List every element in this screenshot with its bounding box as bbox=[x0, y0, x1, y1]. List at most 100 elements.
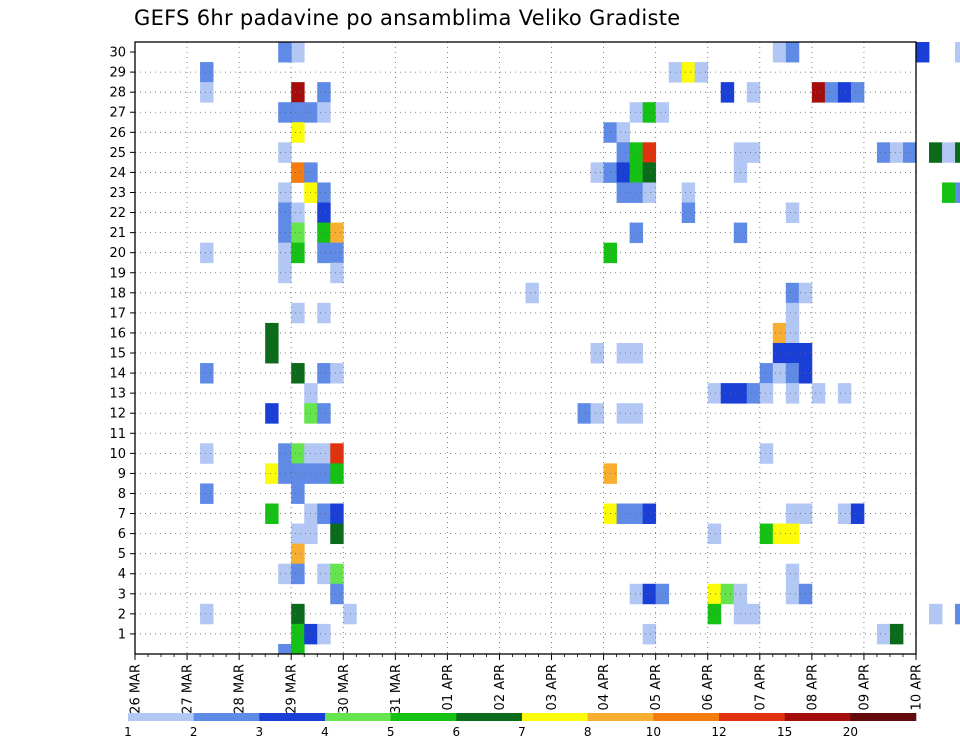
heatmap-cell bbox=[317, 623, 331, 645]
heatmap-cell bbox=[200, 363, 214, 384]
heatmap-cell bbox=[278, 142, 292, 163]
heatmap-cell bbox=[278, 262, 292, 284]
heatmap-cell bbox=[720, 82, 735, 103]
colorbar-swatch bbox=[522, 713, 588, 721]
heatmap-cell bbox=[720, 583, 735, 605]
heatmap-cell bbox=[681, 62, 696, 83]
y-tick-label: 17 bbox=[109, 306, 126, 321]
heatmap-cell bbox=[707, 383, 722, 404]
heatmap-cell bbox=[629, 142, 644, 163]
y-tick-label: 16 bbox=[109, 326, 126, 341]
heatmap-cell bbox=[278, 443, 292, 464]
heatmap-cell bbox=[889, 142, 904, 163]
heatmap-cells bbox=[200, 42, 960, 655]
heatmap-cell bbox=[642, 162, 657, 183]
heatmap-cell bbox=[642, 142, 657, 163]
heatmap-cell bbox=[785, 302, 800, 324]
y-tick-label: 15 bbox=[109, 347, 126, 362]
heatmap-cell bbox=[291, 523, 305, 545]
heatmap-cell bbox=[317, 202, 331, 223]
heatmap-cell bbox=[291, 202, 305, 223]
heatmap-cell bbox=[746, 142, 761, 163]
heatmap-cell bbox=[278, 563, 292, 585]
heatmap-cell bbox=[629, 503, 644, 524]
y-tick-label: 21 bbox=[109, 226, 126, 241]
y-tick-label: 7 bbox=[118, 507, 126, 522]
heatmap-cell bbox=[291, 363, 305, 384]
heatmap-cell bbox=[590, 342, 604, 364]
y-tick-label: 27 bbox=[109, 106, 126, 121]
heatmap-cell bbox=[746, 603, 761, 625]
heatmap-cell bbox=[746, 82, 761, 103]
heatmap-cell bbox=[200, 483, 214, 504]
heatmap-cell bbox=[942, 182, 956, 203]
heatmap-cell bbox=[837, 503, 852, 524]
x-tick-label: 02 APR bbox=[493, 664, 508, 710]
x-tick-label: 09 APR bbox=[857, 664, 872, 710]
heatmap-cell bbox=[785, 383, 800, 404]
heatmap-cell bbox=[916, 42, 930, 63]
heatmap-cell bbox=[278, 182, 292, 203]
y-tick-label: 14 bbox=[109, 367, 126, 382]
heatmap-cell bbox=[330, 503, 344, 524]
heatmap-cell bbox=[330, 583, 344, 605]
heatmap-cell bbox=[772, 322, 787, 344]
heatmap-cell bbox=[291, 242, 305, 264]
heatmap-cell bbox=[837, 383, 852, 404]
heatmap-cell bbox=[785, 322, 800, 344]
colorbar-swatch bbox=[850, 713, 917, 721]
y-tick-label: 25 bbox=[109, 146, 126, 161]
heatmap-cell bbox=[616, 403, 631, 424]
heatmap-cell bbox=[330, 262, 344, 284]
heatmap-cell bbox=[746, 383, 761, 404]
heatmap-cell bbox=[317, 443, 331, 464]
heatmap-cell bbox=[590, 403, 604, 424]
x-tick-label: 03 APR bbox=[545, 664, 560, 710]
heatmap-cell bbox=[929, 142, 943, 163]
heatmap-cell bbox=[902, 142, 917, 163]
heatmap-cell bbox=[265, 342, 279, 364]
heatmap-cell bbox=[278, 42, 292, 63]
heatmap-cell bbox=[291, 102, 305, 123]
heatmap-cell bbox=[291, 162, 305, 183]
colorbar-label: 8 bbox=[584, 725, 592, 739]
heatmap-cell bbox=[785, 42, 800, 63]
heatmap-cell bbox=[616, 142, 631, 163]
heatmap-cell bbox=[317, 463, 331, 484]
heatmap-cell bbox=[291, 603, 305, 625]
heatmap-cell bbox=[772, 363, 787, 384]
colorbar-swatch bbox=[259, 713, 326, 721]
heatmap-cell bbox=[955, 603, 960, 625]
heatmap-cell bbox=[707, 603, 722, 625]
colorbar-label: 12 bbox=[711, 725, 726, 739]
heatmap-cell bbox=[317, 182, 331, 203]
heatmap-cell bbox=[577, 403, 591, 424]
heatmap-cell bbox=[785, 342, 800, 364]
heatmap-cell bbox=[655, 583, 670, 605]
heatmap-cell bbox=[785, 363, 800, 384]
heatmap-cell bbox=[343, 603, 357, 625]
dotted-grid bbox=[135, 42, 916, 654]
heatmap-cell bbox=[278, 643, 292, 655]
colorbar-label: 4 bbox=[321, 725, 329, 739]
x-tick-label: 04 APR bbox=[597, 664, 612, 710]
heatmap-cell bbox=[278, 222, 292, 244]
heatmap-cell bbox=[265, 463, 279, 484]
heatmap-cell bbox=[330, 563, 344, 585]
heatmap-cell bbox=[772, 523, 787, 545]
colorbar-label: 1 bbox=[124, 725, 132, 739]
y-tick-label: 20 bbox=[109, 246, 126, 261]
heatmap-cell bbox=[629, 403, 644, 424]
y-tick-label: 13 bbox=[109, 387, 126, 402]
y-tick-label: 22 bbox=[109, 206, 126, 221]
x-tick-label: 05 APR bbox=[649, 664, 664, 710]
colorbar-swatch bbox=[325, 713, 391, 721]
heatmap-cell bbox=[200, 443, 214, 464]
heatmap-cell bbox=[955, 42, 960, 63]
x-tick-label: 26 MAR bbox=[129, 664, 144, 714]
heatmap-cell bbox=[590, 162, 604, 183]
colorbar-label: 3 bbox=[256, 725, 264, 739]
x-tick-label: 27 MAR bbox=[181, 664, 196, 714]
heatmap-cell bbox=[785, 523, 800, 545]
y-tick-label: 18 bbox=[109, 286, 126, 301]
